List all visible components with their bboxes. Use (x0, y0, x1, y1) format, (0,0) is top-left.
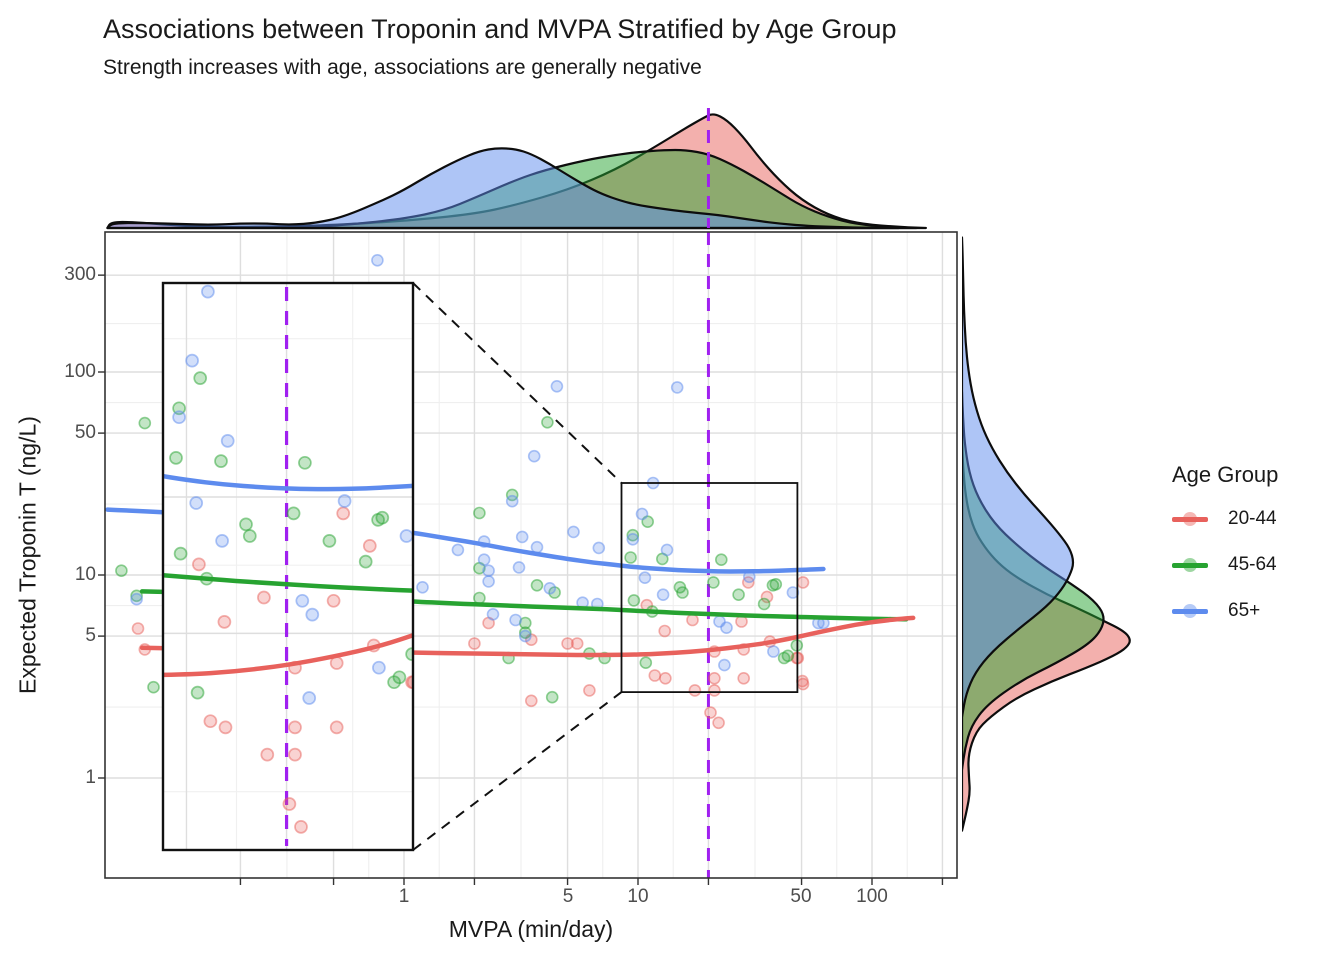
x-tick-label: 1 (398, 886, 410, 907)
x-tick-label: 10 (627, 886, 649, 907)
legend-title: Age Group (1172, 462, 1279, 487)
legend-row: 65+ (1172, 588, 1278, 634)
axis-ticks (98, 274, 944, 885)
zoom-source-box (620, 482, 799, 694)
legend-key-45-64 (1172, 558, 1208, 572)
chart-title: Associations between Troponin and MVPA S… (103, 14, 897, 44)
y-axis-title: Expected Troponin T (ng/L) (14, 416, 41, 694)
panel-border (104, 231, 958, 879)
inset-border (161, 281, 415, 852)
x-tick-label: 5 (562, 886, 574, 907)
top-density-panel (106, 108, 927, 230)
y-tick-label: 300 (64, 264, 96, 285)
zoom-connector (412, 691, 623, 851)
legend: Age Group 20-44 45-64 65+ (1172, 462, 1278, 634)
zoom-connector (412, 282, 623, 484)
x-axis-title: MVPA (min/day) (448, 916, 614, 942)
legend-key-20-44 (1172, 512, 1208, 526)
y-tick-label: 1 (85, 767, 96, 788)
y-tick-label: 100 (64, 361, 96, 382)
y-tick-label: 50 (74, 422, 96, 443)
legend-label: 20-44 (1228, 508, 1277, 529)
chart-subtitle: Strength increases with age, association… (103, 56, 702, 79)
zoom-inset-panel (161, 281, 415, 852)
legend-label: 45-64 (1228, 554, 1277, 575)
legend-label: 65+ (1228, 600, 1261, 621)
right-density-panel (962, 236, 1131, 832)
y-tick-label: 10 (74, 564, 96, 585)
x-tick-label: 100 (856, 886, 888, 907)
y-tick-label: 5 (85, 625, 96, 646)
x-tick-label: 50 (790, 886, 812, 907)
legend-key-65plus (1172, 604, 1208, 618)
legend-row: 45-64 (1172, 542, 1278, 588)
legend-row: 20-44 (1172, 496, 1278, 542)
